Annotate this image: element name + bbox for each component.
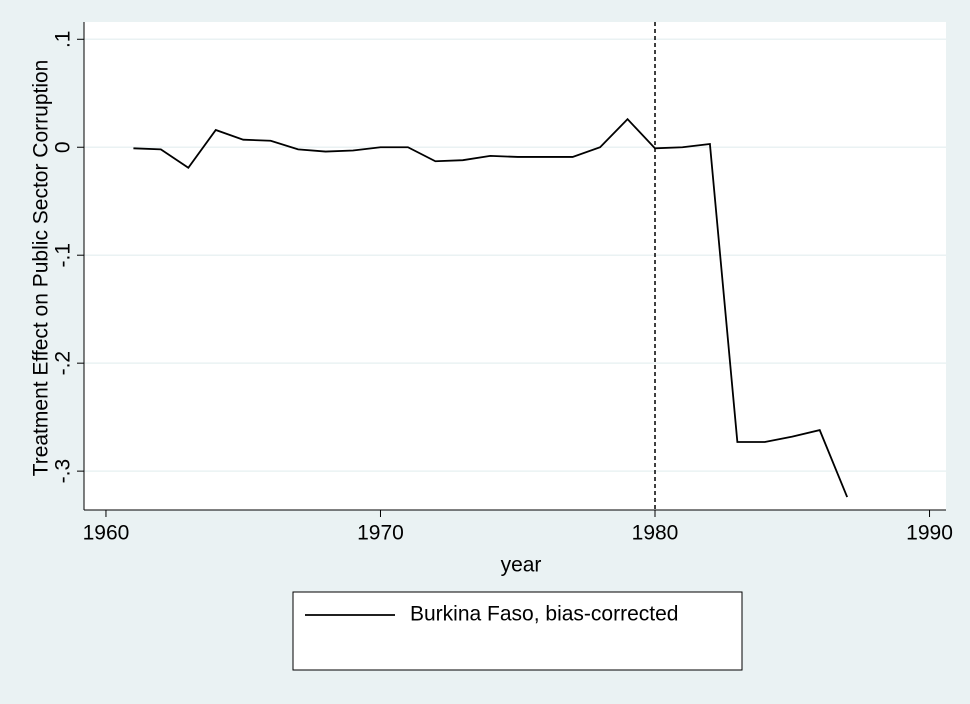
y-tick-label: -.3 bbox=[52, 459, 75, 484]
x-tick-label: 1960 bbox=[83, 522, 130, 545]
y-tick-label: -.1 bbox=[52, 243, 75, 268]
legend-label: Burkina Faso, bias-corrected bbox=[410, 603, 678, 626]
x-axis-title: year bbox=[501, 554, 542, 577]
y-tick-label: 0 bbox=[52, 141, 75, 153]
x-tick-label: 1980 bbox=[632, 522, 679, 545]
plot-area bbox=[84, 22, 946, 510]
series-line bbox=[133, 117, 849, 498]
legend bbox=[292, 591, 743, 671]
y-tick-label: -.2 bbox=[52, 351, 75, 376]
x-tick-label: 1970 bbox=[357, 522, 404, 545]
y-tick-label: .1 bbox=[52, 31, 75, 49]
x-tick-label: 1990 bbox=[906, 522, 953, 545]
y-axis-title: Treatment Effect on Public Sector Corrup… bbox=[30, 60, 53, 477]
